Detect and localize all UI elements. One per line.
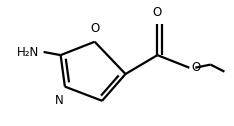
Text: O: O [191,61,200,74]
Text: O: O [153,6,162,19]
Text: H₂N: H₂N [17,46,39,59]
Text: O: O [90,22,99,35]
Text: N: N [55,94,64,107]
